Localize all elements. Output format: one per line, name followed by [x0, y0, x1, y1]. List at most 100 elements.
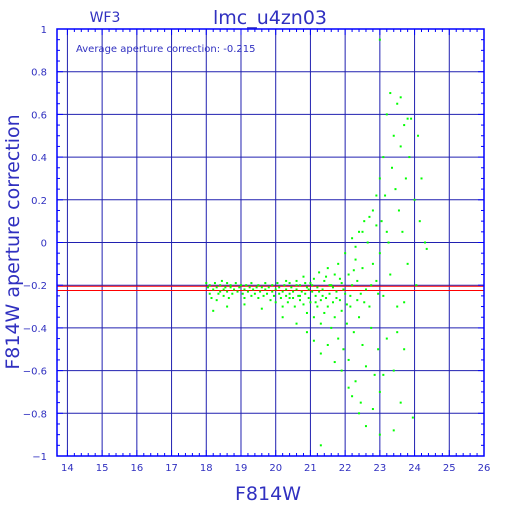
data-point	[312, 339, 315, 342]
data-point	[264, 282, 267, 285]
data-point	[373, 373, 376, 376]
data-point	[397, 209, 400, 212]
data-point	[314, 301, 317, 304]
data-point	[279, 297, 282, 300]
data-point	[271, 284, 274, 287]
data-point	[281, 305, 284, 308]
data-point	[352, 331, 355, 334]
data-point	[354, 258, 357, 261]
data-point	[252, 288, 255, 291]
data-point	[234, 282, 237, 285]
data-point	[349, 305, 352, 308]
data-point	[257, 297, 260, 300]
data-point	[217, 292, 220, 295]
data-point	[321, 294, 324, 297]
data-point	[304, 282, 307, 285]
data-point	[295, 322, 298, 325]
data-point	[243, 303, 246, 306]
data-point	[283, 284, 286, 287]
data-point	[394, 188, 397, 191]
x-tick-label: 22	[339, 463, 352, 474]
y-tick-label: −0.2	[23, 281, 47, 292]
data-point	[207, 286, 210, 289]
data-point	[325, 297, 328, 300]
data-point	[288, 282, 291, 285]
data-point	[269, 299, 272, 302]
data-point	[260, 307, 263, 310]
data-point	[319, 322, 322, 325]
data-point	[328, 284, 331, 287]
data-point	[331, 301, 334, 304]
data-point	[243, 288, 246, 291]
data-point	[246, 290, 249, 293]
data-point	[344, 292, 347, 295]
data-point	[377, 348, 380, 351]
data-point	[351, 237, 354, 240]
data-point	[285, 294, 288, 297]
data-point	[333, 361, 336, 364]
data-point	[309, 301, 312, 304]
y-tick-label: 0.6	[31, 110, 47, 121]
data-point	[323, 311, 326, 314]
data-point	[219, 284, 222, 287]
x-tick-label: 19	[235, 463, 248, 474]
data-point	[359, 292, 362, 295]
data-point	[425, 247, 428, 250]
data-point	[215, 286, 218, 289]
data-point	[403, 301, 406, 304]
data-point	[331, 286, 334, 289]
data-point	[297, 294, 300, 297]
data-point	[318, 271, 321, 274]
data-point	[399, 145, 402, 148]
data-point	[335, 290, 338, 293]
data-point	[231, 292, 234, 295]
data-point	[300, 290, 303, 293]
data-point	[366, 241, 369, 244]
data-point	[220, 279, 223, 282]
data-point	[299, 299, 302, 302]
data-point	[377, 292, 380, 295]
data-point	[272, 294, 275, 297]
data-point	[299, 294, 302, 297]
data-point	[307, 297, 310, 300]
chart-title: lmc_u4zn03	[213, 7, 327, 29]
data-point	[226, 305, 229, 308]
average-correction-annotation: Average aperture correction: -0.215	[76, 44, 256, 55]
data-point	[361, 267, 364, 270]
data-point	[345, 322, 348, 325]
data-point	[401, 230, 404, 233]
x-tick-label: 25	[443, 463, 456, 474]
data-point	[236, 290, 239, 293]
data-point	[260, 286, 263, 289]
data-point	[226, 290, 229, 293]
data-point	[226, 282, 229, 285]
data-point	[304, 292, 307, 295]
data-point	[307, 288, 310, 291]
data-point	[295, 288, 298, 291]
y-tick-label: 0	[41, 239, 47, 250]
data-point	[420, 177, 423, 180]
x-tick-label: 26	[478, 463, 491, 474]
data-point	[326, 267, 329, 270]
data-point	[229, 286, 232, 289]
data-point	[370, 284, 373, 287]
data-point	[368, 305, 371, 308]
data-point	[399, 96, 402, 99]
data-point	[312, 316, 315, 319]
data-point	[392, 134, 395, 137]
x-tick-label: 21	[304, 463, 317, 474]
data-point	[385, 337, 388, 340]
data-point	[264, 288, 267, 291]
x-tick-labels: 14 15 16 17 18 19 20 21 22 23 24 25 26	[61, 463, 490, 474]
data-point	[399, 401, 402, 404]
data-point	[340, 282, 343, 285]
data-point	[316, 305, 319, 308]
y-tick-label: −0.4	[23, 324, 47, 335]
data-point	[423, 241, 426, 244]
data-point	[396, 305, 399, 308]
data-point	[347, 358, 350, 361]
data-point	[330, 326, 333, 329]
data-point	[415, 284, 418, 287]
